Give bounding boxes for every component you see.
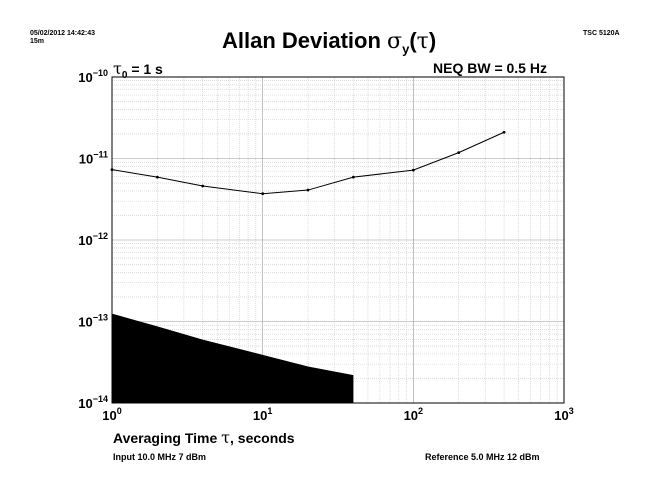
noise-floor-fill <box>112 313 354 403</box>
data-point <box>201 184 205 188</box>
plot-frame <box>111 76 565 404</box>
y-tick-base: 10 <box>78 233 92 248</box>
title-paren-close: ) <box>428 28 437 53</box>
data-point <box>457 151 461 155</box>
data-point <box>502 130 506 134</box>
x-tick-exponent: 0 <box>117 406 122 416</box>
timestamp: 05/02/2012 14:42:43 <box>30 30 95 37</box>
tau0-annotation: τ0 = 1 s <box>113 59 163 81</box>
tau0-sub: 0 <box>121 69 128 81</box>
y-tick-exponent: −13 <box>93 313 108 323</box>
y-tick-exponent: −14 <box>93 394 108 404</box>
y-tick-label: 10−12 <box>78 231 108 248</box>
chart-title: Allan Deviation σy(τ) <box>222 28 436 56</box>
y-tick-label: 10−13 <box>78 313 108 330</box>
x-tick-base: 10 <box>253 408 267 423</box>
tau0-value: = 1 s <box>131 61 163 77</box>
x-tick-labels: 100 101 102 103 <box>102 406 573 423</box>
data-point <box>351 175 355 179</box>
title-text: Allan Deviation <box>222 28 388 53</box>
data-point <box>306 188 310 192</box>
y-tick-base: 10 <box>78 396 92 411</box>
title-sigma: σ <box>387 29 403 54</box>
xlabel-suffix: , seconds <box>230 430 295 446</box>
reference-info: Reference 5.0 MHz 12 dBm <box>425 452 540 462</box>
data-point <box>261 192 265 196</box>
y-tick-label: 10−10 <box>78 68 108 85</box>
instrument-name: TSC 5120A <box>583 30 620 37</box>
x-tick-exponent: 3 <box>569 406 574 416</box>
x-tick-base: 10 <box>554 408 568 423</box>
x-tick-base: 10 <box>102 408 116 423</box>
y-tick-base: 10 <box>78 315 92 330</box>
title-sub: y <box>402 41 410 57</box>
y-tick-base: 10 <box>79 152 93 167</box>
x-tick-label: 100 <box>102 406 121 423</box>
y-tick-label: 10−11 <box>79 150 108 167</box>
y-tick-base: 10 <box>78 70 92 85</box>
xlabel-tau: τ <box>221 428 231 447</box>
noise-floor-area <box>112 313 354 403</box>
x-axis-label: Averaging Time τ, seconds <box>113 428 295 447</box>
duration: 15m <box>30 38 45 45</box>
bandwidth-annotation: NEQ BW = 0.5 Hz <box>433 60 547 76</box>
y-tick-exponent: −12 <box>93 231 108 241</box>
x-tick-label: 102 <box>404 406 423 423</box>
x-tick-label: 101 <box>253 406 272 423</box>
y-tick-exponent: −11 <box>93 150 108 160</box>
title-tau: τ <box>416 29 429 54</box>
data-point <box>155 175 159 179</box>
xlabel-text: Averaging Time <box>113 430 222 446</box>
input-info: Input 10.0 MHz 7 dBm <box>113 452 207 462</box>
x-tick-exponent: 2 <box>418 406 423 416</box>
series-line-group <box>110 130 506 196</box>
x-tick-exponent: 1 <box>267 406 272 416</box>
y-tick-exponent: −10 <box>93 68 108 78</box>
tau0-symbol: τ <box>113 59 122 78</box>
x-tick-label: 103 <box>554 406 573 423</box>
y-tick-label: 10−14 <box>78 394 108 411</box>
x-tick-base: 10 <box>404 408 418 423</box>
data-point <box>411 168 415 172</box>
title-paren-open: ( <box>409 28 417 53</box>
